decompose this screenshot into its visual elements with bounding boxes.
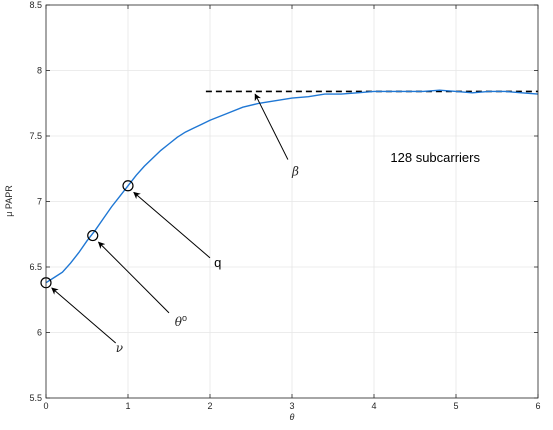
annotation-superscript: o xyxy=(182,313,187,323)
x-axis-label: θ xyxy=(290,412,295,422)
annotation-arrow xyxy=(133,191,211,259)
annotation-arrow xyxy=(254,93,289,160)
y-tick-label: 6 xyxy=(37,328,42,338)
x-tick-label: 0 xyxy=(43,401,48,411)
x-ticks: 0 1 2 3 4 5 6 xyxy=(43,5,541,411)
x-tick-label: 6 xyxy=(535,401,540,411)
point-marker xyxy=(87,229,99,242)
annotation-arrow xyxy=(51,287,117,344)
series-line xyxy=(45,89,539,284)
y-tick-label: 5.5 xyxy=(29,393,42,403)
x-tick-label: 1 xyxy=(125,401,130,411)
point-marker xyxy=(122,180,134,192)
y-tick-label: 7.5 xyxy=(29,131,42,141)
y-ticks: 5.5 6 6.5 7 7.5 8 8.5 xyxy=(29,0,538,403)
y-tick-label: 8 xyxy=(37,66,42,76)
annotation-arrow xyxy=(97,241,170,314)
annotation-text: 128 subcarriers xyxy=(390,150,480,165)
annotation-text: β xyxy=(291,164,299,178)
annotation-label: ν xyxy=(116,341,123,355)
annotation-text: q xyxy=(214,255,221,270)
annotation-text: ν xyxy=(116,341,123,355)
annotation-label: 128 subcarriers xyxy=(390,150,480,165)
y-tick-label: 8.5 xyxy=(29,0,42,10)
y-axis-label: μ PAPR xyxy=(4,185,14,217)
annotations-layer: ν θo q β 128 subcarriers xyxy=(51,93,480,355)
series-layer xyxy=(45,89,539,284)
x-tick-label: 3 xyxy=(289,401,294,411)
y-tick-label: 7 xyxy=(37,197,42,207)
x-tick-label: 4 xyxy=(371,401,376,411)
y-tick-label: 6.5 xyxy=(29,262,42,272)
x-tick-label: 2 xyxy=(207,401,212,411)
annotation-label: β xyxy=(291,164,299,178)
annotation-label: q xyxy=(214,255,221,270)
annotation-label: θo xyxy=(175,313,187,329)
annotation-text: θ xyxy=(175,315,183,329)
x-tick-label: 5 xyxy=(453,401,458,411)
